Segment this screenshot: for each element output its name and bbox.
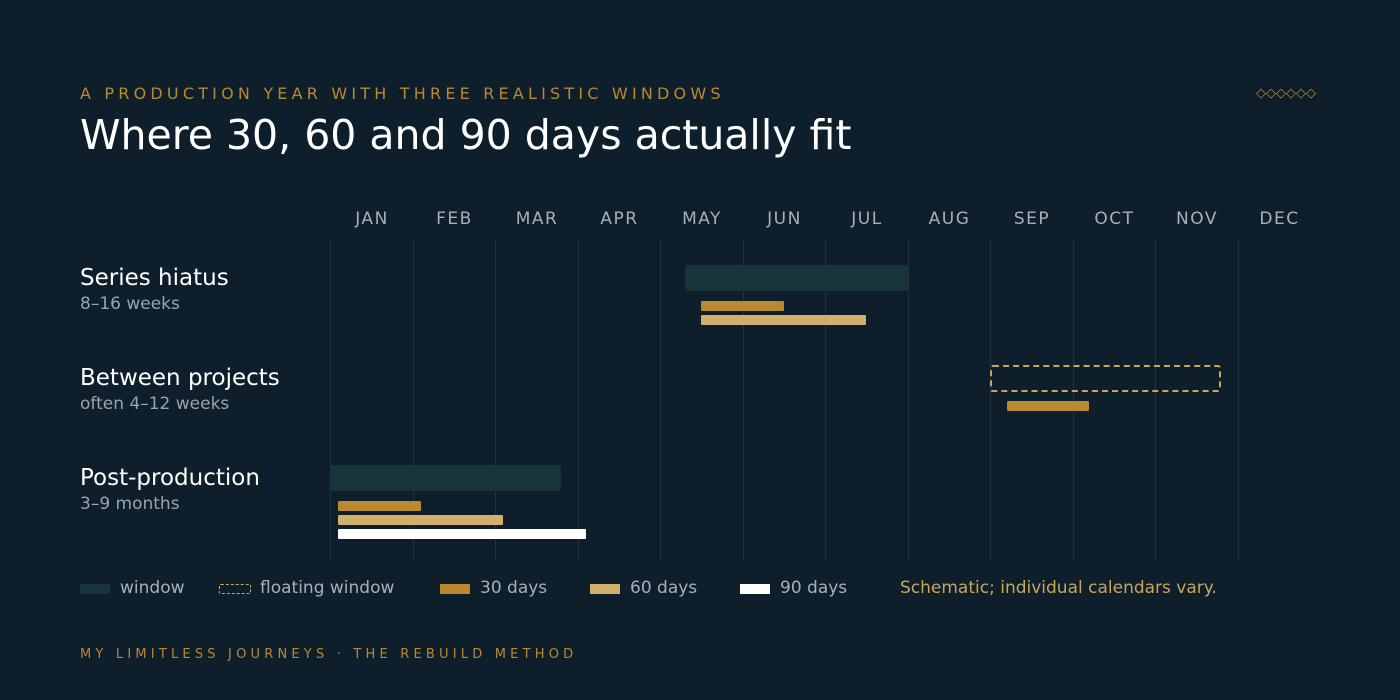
schematic-note: Schematic; individual calendars vary. <box>900 578 1217 598</box>
floating-window-bar <box>990 365 1221 392</box>
month-label-jun: JUN <box>767 209 802 229</box>
legend-label-90-days: 90 days <box>780 578 848 598</box>
month-gridline <box>330 240 331 560</box>
month-gridline <box>742 240 744 560</box>
month-label-dec: DEC <box>1259 209 1300 229</box>
duration-bar-90-days <box>338 529 586 539</box>
month-label-feb: FEB <box>436 209 473 229</box>
duration-bar-60-days <box>701 315 867 325</box>
row-title-post-production: Post-production <box>80 465 260 491</box>
legend-swatch-30-days <box>440 584 470 594</box>
page-title: Where 30, 60 and 90 days actually fit <box>80 111 852 159</box>
legend-swatch-60-days <box>590 584 620 594</box>
month-gridline <box>577 240 579 560</box>
legend-label-30-days: 30 days <box>480 578 548 598</box>
month-gridline <box>660 240 661 560</box>
duration-bar-60-days <box>338 515 504 525</box>
legend-swatch-floating <box>219 584 251 594</box>
month-gridline <box>1072 240 1074 560</box>
month-gridline <box>825 240 826 560</box>
month-gridline <box>1155 240 1156 560</box>
window-bar <box>330 465 561 491</box>
legend-label-60-days: 60 days <box>630 578 698 598</box>
legend-label-window: window <box>120 578 185 598</box>
duration-bar-30-days <box>338 501 421 511</box>
month-gridline <box>495 240 496 560</box>
legend-swatch-window <box>80 584 110 594</box>
month-label-mar: MAR <box>515 209 559 229</box>
month-label-jul: JUL <box>851 209 883 229</box>
ornament-diamonds: ◇◇◇◇◇◇ <box>1256 86 1316 101</box>
month-label-jan: JAN <box>355 209 389 229</box>
month-label-apr: APR <box>600 209 639 229</box>
row-title-series-hiatus: Series hiatus <box>80 265 229 291</box>
month-label-oct: OCT <box>1094 209 1135 229</box>
eyebrow: A PRODUCTION YEAR WITH THREE REALISTIC W… <box>80 84 725 103</box>
month-gridline <box>412 240 414 560</box>
row-subtitle-between-projects: often 4–12 weeks <box>80 394 230 414</box>
row-title-between-projects: Between projects <box>80 365 280 391</box>
row-subtitle-post-production: 3–9 months <box>80 494 180 514</box>
window-bar <box>684 265 908 291</box>
duration-bar-30-days <box>701 301 784 311</box>
month-label-may: MAY <box>682 209 722 229</box>
month-gridline <box>907 240 909 560</box>
month-label-nov: NOV <box>1176 209 1218 229</box>
row-subtitle-series-hiatus: 8–16 weeks <box>80 294 180 314</box>
month-gridline <box>990 240 991 560</box>
month-gridline <box>1237 240 1239 560</box>
month-label-sep: SEP <box>1013 209 1051 229</box>
month-label-aug: AUG <box>928 209 971 229</box>
footer-credit: MY LIMITLESS JOURNEYS · THE REBUILD METH… <box>80 647 578 662</box>
duration-bar-30-days <box>1006 401 1089 411</box>
legend-label-floating: floating window <box>260 578 395 598</box>
legend-swatch-90-days <box>740 584 770 594</box>
